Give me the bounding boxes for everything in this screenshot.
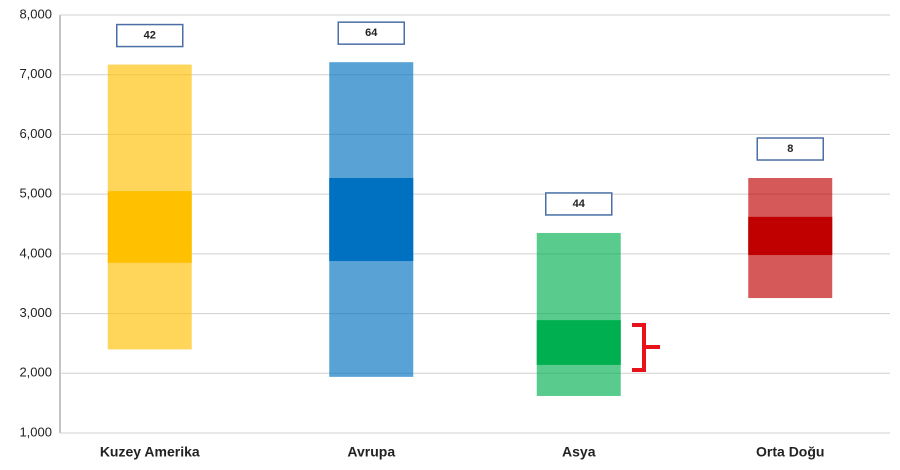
x-tick-label: Asya [562, 444, 596, 460]
y-tick-label: 6,000 [19, 126, 52, 141]
range-bar [536, 232, 621, 396]
count-box [756, 137, 824, 161]
count-label: 44 [573, 198, 586, 210]
inner-bar [536, 320, 621, 365]
y-tick-label: 4,000 [19, 245, 52, 260]
count-label: 64 [365, 27, 378, 39]
count-box [116, 23, 184, 48]
y-tick-label: 7,000 [19, 66, 52, 81]
y-tick-label: 2,000 [19, 365, 52, 380]
x-tick-label: Avrupa [347, 444, 395, 460]
count-label: 42 [144, 29, 156, 41]
count-box [337, 21, 405, 45]
inner-bar [329, 178, 414, 262]
inner-bar [107, 191, 192, 263]
count-box [545, 192, 613, 216]
y-tick-label: 3,000 [19, 305, 52, 320]
count-label: 8 [787, 143, 793, 155]
bracket-annotation [632, 323, 660, 372]
inner-bar [748, 216, 833, 256]
y-tick-label: 5,000 [19, 186, 52, 201]
y-tick-label: 8,000 [19, 6, 52, 21]
x-tick-label: Orta Doğu [756, 444, 824, 460]
y-tick-label: 1,000 [19, 424, 52, 439]
x-tick-label: Kuzey Amerika [100, 444, 200, 460]
